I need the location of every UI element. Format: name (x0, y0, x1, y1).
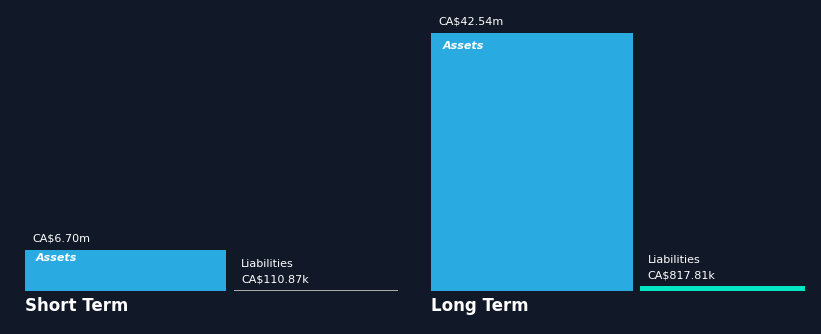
Text: Liabilities: Liabilities (648, 255, 700, 265)
Text: Assets: Assets (443, 41, 484, 51)
Text: CA$42.54m: CA$42.54m (438, 17, 504, 27)
Bar (640, 286, 805, 291)
Text: Long Term: Long Term (431, 297, 529, 315)
Text: CA$6.70m: CA$6.70m (32, 234, 90, 243)
Text: CA$110.87k: CA$110.87k (241, 275, 309, 285)
Bar (431, 33, 633, 291)
Text: Assets: Assets (36, 253, 77, 263)
Bar (25, 250, 227, 291)
Text: Liabilities: Liabilities (241, 259, 294, 269)
Text: CA$817.81k: CA$817.81k (648, 271, 716, 281)
Bar (234, 290, 398, 291)
Text: Short Term: Short Term (25, 297, 128, 315)
